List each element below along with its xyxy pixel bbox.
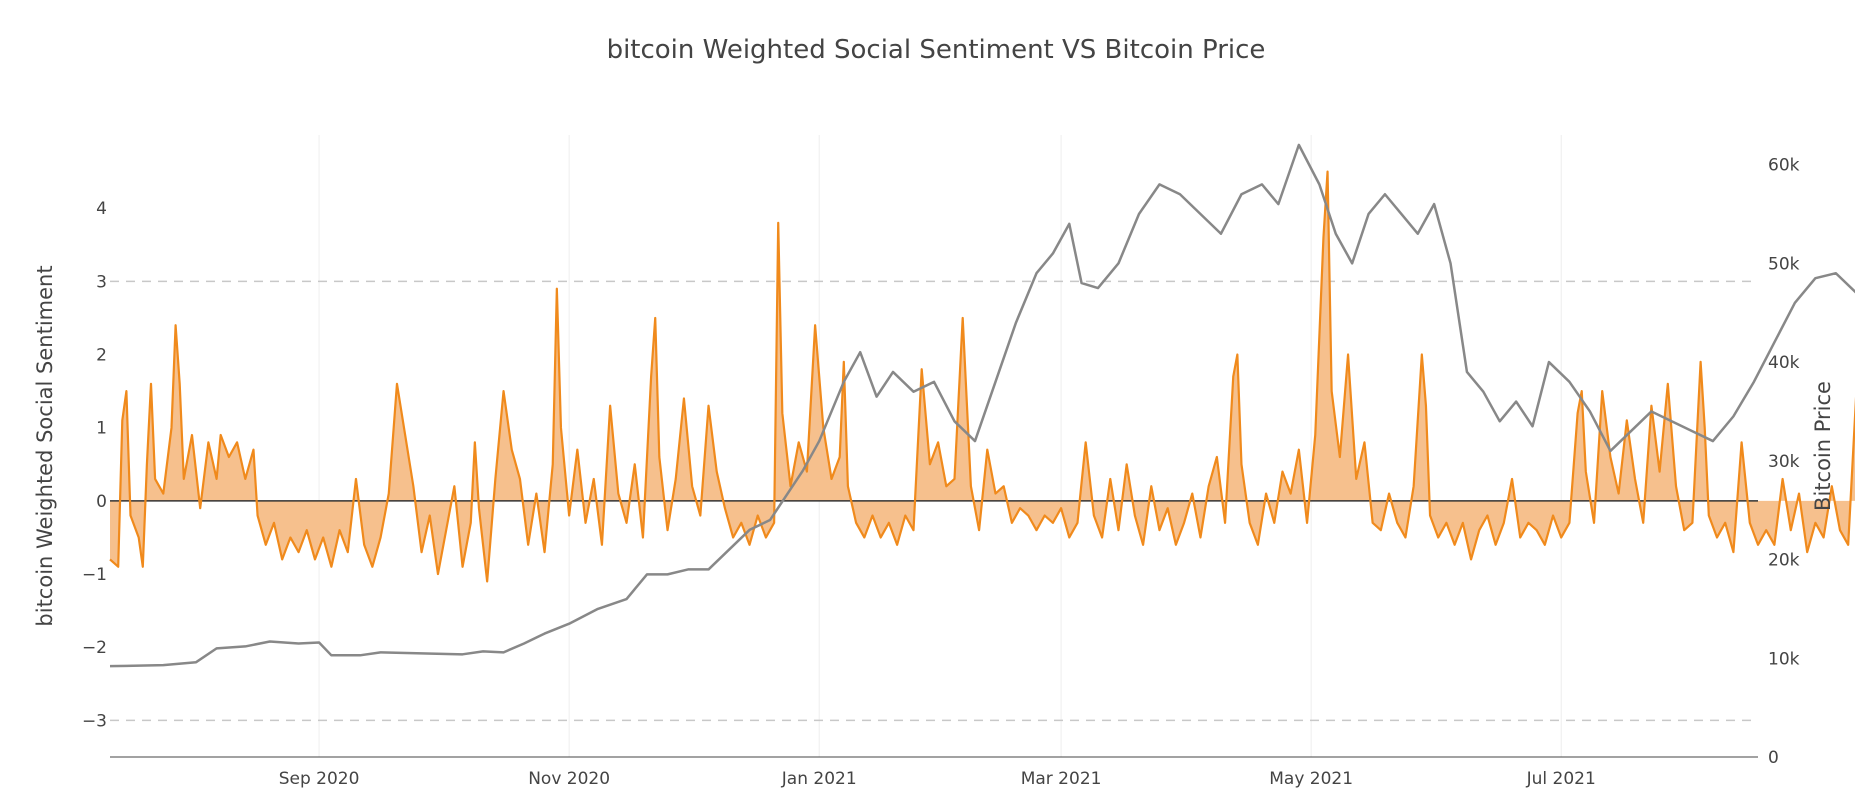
y-left-tick-label: 2: [96, 346, 107, 366]
y-axis-left: 4 3 2 1 0 −1 −2 −3: [82, 199, 107, 731]
sentiment-line: [109, 170, 1855, 583]
x-tick-label: May 2021: [1269, 769, 1353, 789]
x-tick-label: Jan 2021: [781, 769, 857, 789]
y-right-tick-label: 60k: [1768, 156, 1800, 176]
chart-title: bitcoin Weighted Social Sentiment VS Bit…: [607, 35, 1266, 65]
x-tick-label: Sep 2020: [279, 769, 360, 789]
sentiment-line-group: [109, 170, 1855, 583]
y-left-tick-label: −3: [82, 711, 107, 731]
y-left-tick-label: −1: [82, 565, 107, 585]
price-line: [109, 143, 1855, 668]
y-right-tick-label: 10k: [1768, 649, 1800, 669]
y-axis-right: 0 10k 20k 30k 40k 50k 60k: [1768, 156, 1800, 768]
x-axis: Sep 2020 Nov 2020 Jan 2021 Mar 2021 May 2021…: [110, 756, 1758, 789]
y-axis-right-title: Bitcoin Price: [1811, 381, 1835, 511]
x-tick-label: Nov 2020: [528, 769, 610, 789]
sentiment-fill: [110, 171, 1855, 582]
y-right-tick-label: 20k: [1768, 551, 1800, 571]
y-right-tick-label: 40k: [1768, 353, 1800, 373]
reference-lines: [110, 280, 1758, 722]
x-tick-label: Mar 2021: [1021, 769, 1102, 789]
y-left-tick-label: −2: [82, 638, 107, 658]
y-left-tick-label: 3: [96, 272, 107, 292]
price-line-group: [109, 143, 1855, 668]
y-left-tick-label: 4: [96, 199, 107, 219]
y-axis-left-title: bitcoin Weighted Social Sentiment: [33, 265, 57, 626]
y-left-tick-label: 1: [96, 419, 107, 439]
sentiment-area: [110, 171, 1855, 582]
x-tick-label: Jul 2021: [1526, 769, 1596, 789]
y-right-tick-label: 0: [1768, 748, 1779, 768]
y-right-tick-label: 30k: [1768, 452, 1800, 472]
y-right-tick-label: 50k: [1768, 254, 1800, 274]
y-left-tick-label: 0: [96, 492, 107, 512]
